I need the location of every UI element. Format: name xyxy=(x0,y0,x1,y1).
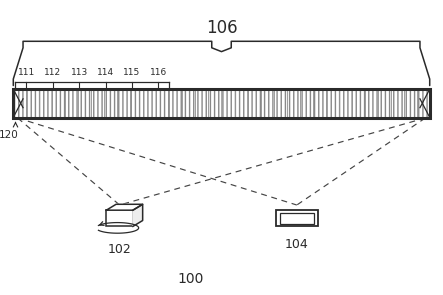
Bar xyxy=(144,88,156,118)
Bar xyxy=(66,88,78,118)
Text: 112: 112 xyxy=(44,68,62,77)
Bar xyxy=(326,88,338,118)
Bar xyxy=(130,88,144,118)
Bar xyxy=(169,88,183,118)
Bar xyxy=(391,88,404,118)
Bar xyxy=(338,88,352,118)
Text: 104: 104 xyxy=(285,238,309,251)
Text: 120: 120 xyxy=(0,130,19,140)
Bar xyxy=(352,88,365,118)
Bar xyxy=(78,88,91,118)
Text: 100: 100 xyxy=(177,272,204,286)
Bar xyxy=(234,88,248,118)
Bar xyxy=(299,88,313,118)
Bar xyxy=(287,88,299,118)
Polygon shape xyxy=(106,204,143,210)
Bar xyxy=(417,88,430,118)
Text: 102: 102 xyxy=(108,242,132,256)
Bar xyxy=(105,88,117,118)
Bar xyxy=(39,88,52,118)
Text: 113: 113 xyxy=(70,68,88,77)
Bar xyxy=(26,88,39,118)
Bar xyxy=(106,210,133,227)
Bar xyxy=(377,88,391,118)
Bar xyxy=(313,88,326,118)
Bar xyxy=(276,210,318,227)
Bar xyxy=(117,88,130,118)
Bar xyxy=(260,88,273,118)
Text: 116: 116 xyxy=(150,68,167,77)
Text: 106: 106 xyxy=(206,19,237,37)
Bar xyxy=(280,213,314,224)
Text: 115: 115 xyxy=(123,68,140,77)
Bar xyxy=(209,88,222,118)
Bar xyxy=(222,88,234,118)
Bar xyxy=(183,88,195,118)
Bar xyxy=(13,88,26,118)
Bar xyxy=(365,88,377,118)
Bar xyxy=(248,88,260,118)
Bar xyxy=(13,88,430,118)
Text: 114: 114 xyxy=(97,68,114,77)
Bar xyxy=(156,88,169,118)
Bar xyxy=(404,88,417,118)
Bar xyxy=(273,88,287,118)
Polygon shape xyxy=(133,204,143,227)
Text: 111: 111 xyxy=(18,68,35,77)
Bar xyxy=(91,88,105,118)
Bar xyxy=(195,88,209,118)
Bar xyxy=(52,88,66,118)
